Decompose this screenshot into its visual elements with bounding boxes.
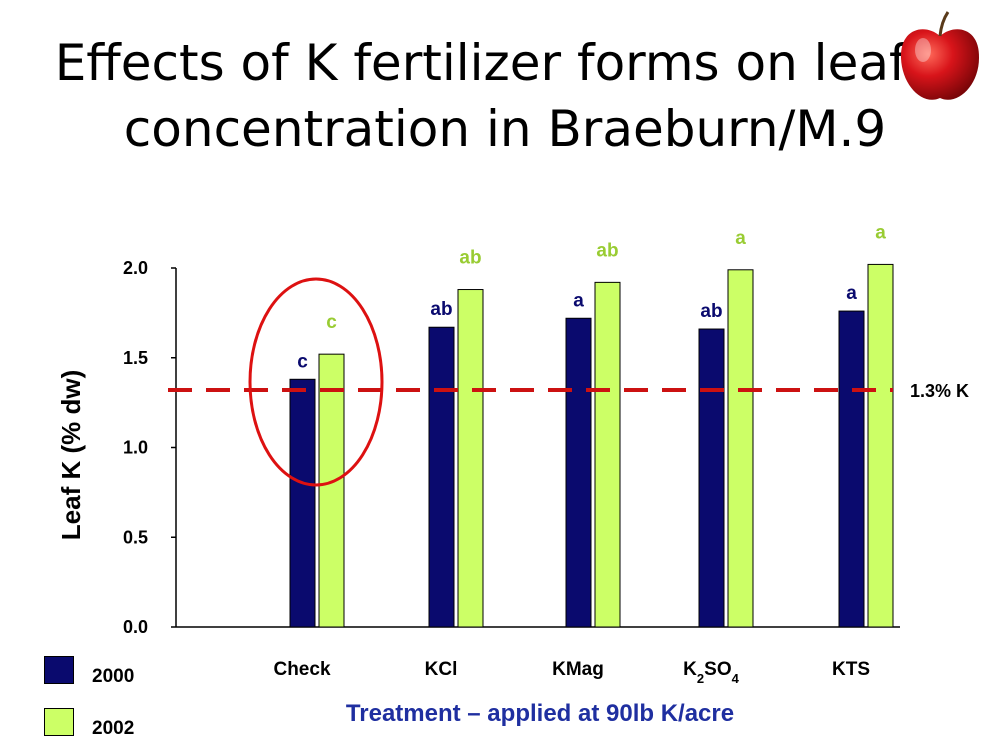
- apple-icon: [900, 11, 980, 100]
- y-tick-label: 1.5: [123, 348, 148, 368]
- legend-item-2002: 2002: [44, 704, 134, 740]
- y-tick-label: 2.0: [123, 258, 148, 278]
- bar-KTS-2002: [867, 263, 894, 628]
- title-line-1: Effects of K fertilizer forms on leaf K: [54, 34, 956, 92]
- bar-KMag-2000: [565, 317, 592, 628]
- x-tick-label: KMag: [552, 659, 604, 680]
- reference-line: 1.3% K: [168, 381, 969, 401]
- check-highlight-ellipse: [248, 277, 384, 487]
- chart-overlay: [248, 277, 384, 487]
- bar-KMag-2002: [594, 281, 621, 628]
- significance-letter: a: [735, 228, 746, 249]
- bar-KCl-2002: [457, 289, 484, 628]
- y-tick-label: 1.0: [123, 438, 148, 458]
- bar-KTS-2000: [838, 310, 865, 628]
- bar-Check-2002: [318, 353, 345, 628]
- slide-title: Effects of K fertilizer forms on leaf K …: [40, 30, 970, 162]
- legend-swatch-2000: [44, 656, 74, 684]
- legend-label-2000: 2000: [92, 666, 135, 687]
- significance-letter: ab: [430, 299, 452, 320]
- bar-K2SO4-2000: [698, 328, 725, 628]
- legend-label-2002: 2002: [92, 718, 135, 739]
- legend-item-2000: 2000: [44, 652, 134, 688]
- significance-letter: c: [326, 312, 337, 333]
- y-tick-label: 0.0: [123, 617, 148, 637]
- significance-letter: ab: [700, 301, 722, 322]
- title-line-2: concentration in Braeburn/M.9: [123, 100, 887, 158]
- significance-letter: a: [573, 290, 584, 311]
- y-tick-label: 0.5: [123, 527, 148, 547]
- legend-swatch-2002: [44, 708, 74, 736]
- significance-letter: a: [846, 283, 857, 304]
- x-tick-label: KTS: [832, 659, 870, 680]
- significance-letter: c: [297, 351, 308, 372]
- x-tick-label: K2SO4: [683, 659, 739, 686]
- significance-letter: ab: [459, 248, 481, 269]
- bar-KCl-2000: [428, 326, 455, 628]
- x-tick-label: KCl: [425, 659, 458, 680]
- significance-letter: a: [875, 222, 886, 243]
- x-axis-title: Treatment – applied at 90lb K/acre: [345, 700, 735, 727]
- x-tick-label: Check: [273, 659, 330, 680]
- chart-bars: cc Check ab ab KCl a ab KMag ab a K2SO4 a a KTS: [273, 222, 894, 686]
- threshold-label: 1.3% K: [910, 381, 969, 401]
- significance-letter: ab: [596, 240, 618, 261]
- y-axis-title: Leaf K (% dw): [56, 370, 86, 540]
- bar-Check-2000: [289, 378, 316, 628]
- chart-axes: 0.0 0.5 1.0 1.5 2.0 Leaf K (% dw): [56, 258, 900, 637]
- bar-K2SO4-2002: [727, 269, 754, 628]
